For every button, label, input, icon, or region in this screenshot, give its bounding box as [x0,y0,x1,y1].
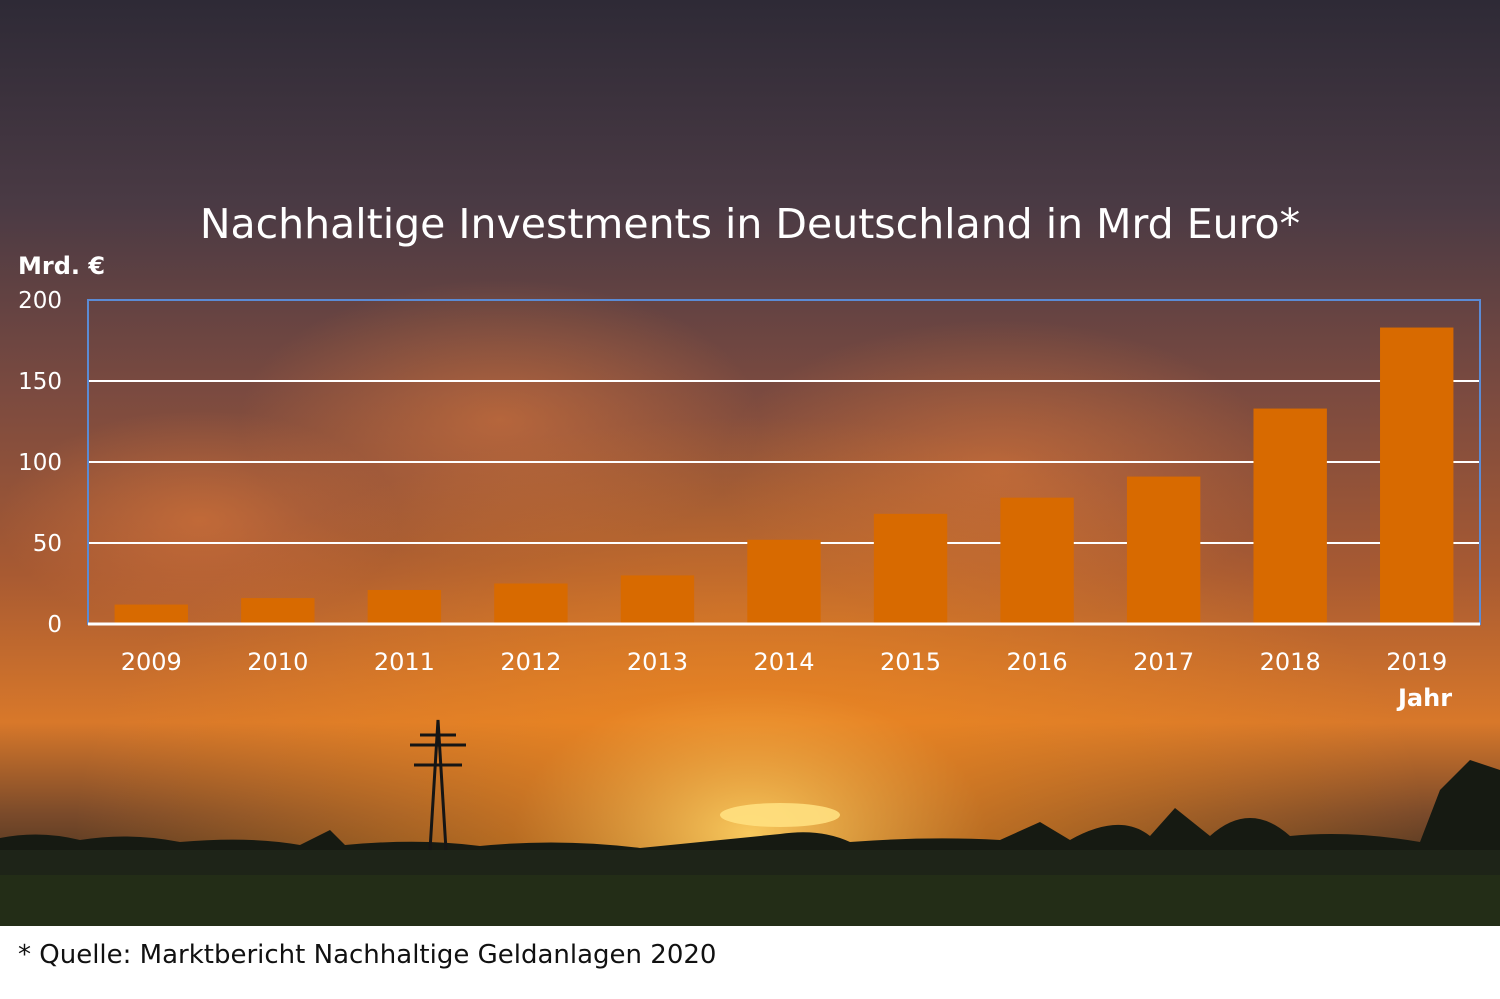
bar-2017 [1126,476,1201,624]
bar-2013 [620,575,695,624]
x-tick-label-2009: 2009 [121,648,182,676]
x-tick-label-2010: 2010 [247,648,308,676]
y-tick-label-150: 150 [18,369,62,395]
bar-2009 [114,604,188,624]
source-footnote: * Quelle: Marktbericht Nachhaltige Gelda… [18,940,717,970]
x-tick-label-2012: 2012 [500,648,561,676]
x-tick-label-2016: 2016 [1007,648,1068,676]
x-tick-label-2019: 2019 [1386,648,1447,676]
bar-chart: 0 50 100 150 200 2009 2010 2011 2012 2013 2014 2015… [18,288,1481,676]
x-axis-label: Jahr [1398,684,1453,712]
bar-2016 [1000,497,1074,624]
bar-2018 [1253,408,1327,624]
x-tick-label-2013: 2013 [627,648,688,676]
bar-2010 [241,598,315,624]
y-tick-label-100: 100 [18,450,62,476]
y-axis-label: Mrd. € [18,252,106,280]
bar-2015 [873,513,948,624]
bar-2011 [367,589,442,624]
x-tick-label-2011: 2011 [374,648,435,676]
y-tick-label-200: 200 [18,288,62,314]
bar-2019 [1380,327,1454,624]
x-tick-label-2017: 2017 [1133,648,1194,676]
y-tick-label-50: 50 [33,531,62,557]
chart-title: Nachhaltige Investments in Deutschland i… [199,200,1301,248]
bar-2012 [494,583,568,624]
x-tick-label-2018: 2018 [1260,648,1321,676]
y-tick-label-0: 0 [47,612,62,638]
bar-2014 [747,539,821,624]
x-tick-label-2014: 2014 [753,648,814,676]
x-tick-label-2015: 2015 [880,648,941,676]
